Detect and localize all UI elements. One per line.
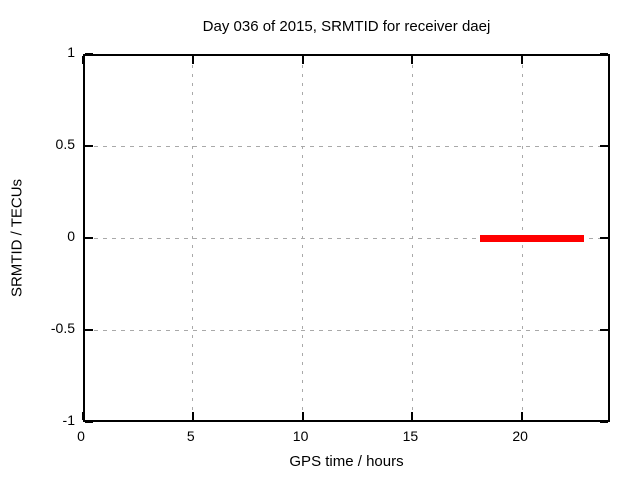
y-tick-label: 0.5 [55, 136, 75, 152]
x-tick-mark-top [301, 56, 304, 64]
y-tick-mark-left [85, 237, 93, 239]
y-tick-label: 1 [67, 44, 75, 60]
x-tick-mark-top [411, 56, 414, 64]
y-tick-mark-left [85, 421, 93, 423]
x-tick-mark-top [521, 56, 524, 64]
y-tick-label: 0 [67, 228, 75, 244]
x-tick-mark-bottom [191, 412, 194, 420]
y-tick-label: -1 [62, 412, 75, 428]
x-tick-mark-top [191, 56, 194, 64]
y-tick-mark-right [600, 329, 608, 331]
x-tick-label: 0 [77, 428, 85, 444]
y-tick-mark-right [600, 145, 608, 147]
plot-area [82, 53, 610, 423]
x-tick-mark-top [82, 56, 84, 64]
x-tick-label: 15 [402, 428, 419, 444]
x-tick-mark-bottom [411, 412, 414, 420]
gridline-y--0.5 [85, 329, 608, 331]
data-series-segment [480, 234, 584, 242]
x-tick-label: 5 [186, 428, 195, 444]
y-tick-mark-right [600, 53, 608, 55]
gridline-y-0 [85, 237, 608, 239]
x-tick-label: 10 [292, 428, 309, 444]
x-tick-mark-bottom [301, 412, 304, 420]
y-tick-label: -0.5 [50, 320, 75, 336]
y-tick-mark-left [85, 53, 93, 55]
y-tick-mark-left [85, 329, 93, 331]
x-tick-mark-bottom [82, 412, 84, 420]
y-tick-mark-left [85, 145, 93, 147]
chart-title: Day 036 of 2015, SRMTID for receiver dae… [202, 18, 491, 35]
y-tick-mark-right [600, 421, 608, 423]
x-tick-mark-bottom [521, 412, 524, 420]
gridline-y-0.5 [85, 145, 608, 147]
y-tick-mark-right [600, 237, 608, 239]
x-tick-label: 20 [512, 428, 528, 444]
y-axis-label: SRMTID / TECUs [8, 178, 26, 298]
x-axis-label: GPS time / hours [289, 453, 404, 470]
